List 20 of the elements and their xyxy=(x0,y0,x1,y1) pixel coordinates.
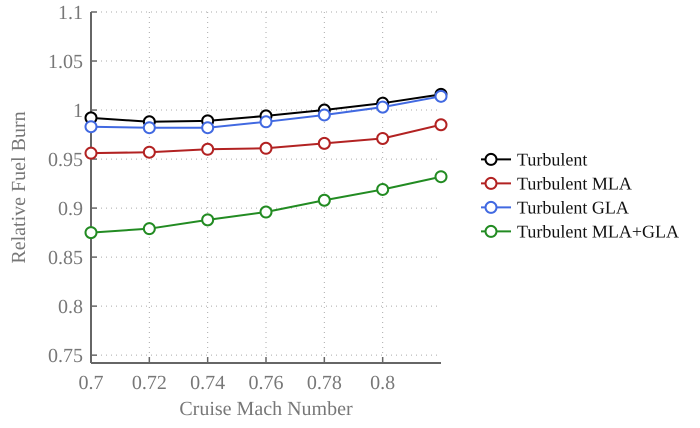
legend-label: Turbulent xyxy=(517,150,588,170)
x-tick-label: 0.78 xyxy=(306,372,342,394)
y-tick-label: 0.8 xyxy=(58,296,83,318)
y-tick-label: 0.95 xyxy=(48,149,83,172)
legend-label: Turbulent MLA xyxy=(517,174,632,194)
y-tick-label: 1 xyxy=(73,100,83,122)
y-axis-title: Relative Fuel Burn xyxy=(8,111,30,264)
y-tick-label: 1.05 xyxy=(48,51,83,74)
y-tick-label: 0.9 xyxy=(58,198,83,220)
y-tick-label: 1.1 xyxy=(58,2,83,24)
x-tick-label: 0.72 xyxy=(132,372,167,394)
y-tick-label: 0.85 xyxy=(48,247,83,270)
legend-label: Turbulent GLA xyxy=(517,198,629,218)
legend-label: Turbulent MLA+GLA xyxy=(517,222,679,242)
x-tick-label: 0.74 xyxy=(190,372,226,394)
x-tick-label: 0.8 xyxy=(370,372,396,394)
x-axis-title: Cruise Mach Number xyxy=(179,398,353,420)
y-tick-label: 0.75 xyxy=(48,345,83,368)
x-tick-label: 0.7 xyxy=(78,372,104,394)
x-tick-label: 0.76 xyxy=(248,372,284,394)
